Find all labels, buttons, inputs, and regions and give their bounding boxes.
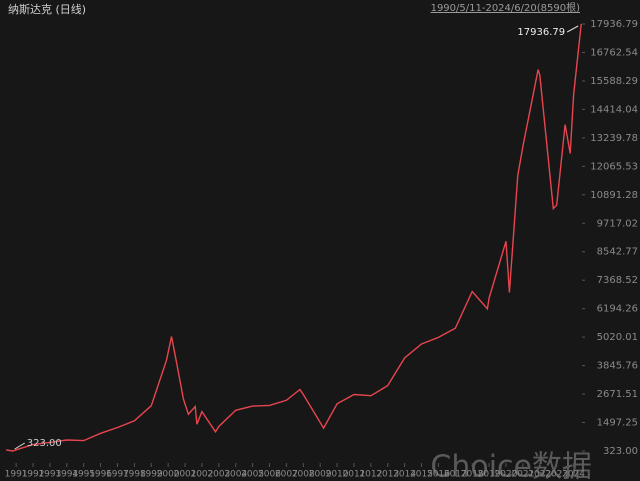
y-tick-label: 12065.53 [590,161,638,172]
x-tick-label: 2019 [478,470,501,480]
x-tick-label: 2005 [241,470,264,480]
x-tick-label: 2011 [343,470,366,480]
x-tick-label: 2018 [461,470,484,480]
x-tick-label: 2010 [326,470,349,480]
date-range[interactable]: 1990/5/11-2024/6/20(8590根) [431,1,581,14]
y-tick-label: 17936.79 [590,19,638,30]
x-tick-label: 2024 [562,470,585,480]
y-tick-label: 323.00 [603,446,638,457]
x-tick-label: 1991 [5,470,28,480]
x-tick-label: 1995 [72,470,95,480]
x-tick-label: 1993 [38,470,61,480]
y-tick-label: 2671.51 [597,389,638,400]
x-tick-label: 2009 [309,470,332,480]
x-tick-label: 1997 [106,470,129,480]
x-tick-label: 2020 [495,470,518,480]
x-tick-label: 2014 [393,470,416,480]
y-tick-label: 14414.04 [590,104,638,115]
x-tick-label: 2015 [410,470,433,480]
x-tick-label: 2007 [275,470,298,480]
x-tick-label: 2006 [258,470,281,480]
y-tick-label: 6194.26 [597,304,638,315]
max-annotation: 17936.79 [517,27,565,38]
y-tick-label: 8542.77 [597,247,638,258]
x-tick-label: 1998 [123,470,146,480]
x-tick-label: 2002 [190,470,213,480]
y-tick-label: 3845.76 [597,361,638,372]
price-line [5,23,582,452]
x-tick-label: 2013 [376,470,399,480]
x-tick-label: 1996 [89,470,112,480]
y-tick-label: 7368.52 [597,275,638,286]
x-tick-label: 2017 [444,470,467,480]
x-tick-label: 2001 [174,470,197,480]
x-tick-label: 2023 [545,470,568,480]
x-tick-label: 2022 [528,470,551,480]
x-tick-label: 1994 [55,470,78,480]
x-tick-label: 2021 [511,470,534,480]
watermark: Choice数据 [430,450,592,481]
y-tick-label: 10891.28 [590,190,638,201]
y-tick-label: 13239.78 [590,133,638,144]
y-tick-label: 16762.54 [590,47,638,58]
x-tick-label: 2016 [427,470,450,480]
min-pointer [14,442,26,450]
x-tick-label: 1999 [140,470,163,480]
x-tick-label: 2012 [359,470,382,480]
x-tick-label: 2004 [224,470,247,480]
y-tick-label: 9717.02 [597,218,638,229]
x-tick-label: 2008 [292,470,315,480]
min-annotation: 323.00 [27,438,62,449]
x-tick-label: 1992 [22,470,45,480]
max-pointer [566,25,579,33]
x-tick-label: 2000 [157,470,180,480]
chart-title: 纳斯达克 (日线) [8,2,86,16]
y-tick-label: 15588.29 [590,76,638,87]
x-tick-label: 2003 [207,470,230,480]
y-tick-label: 1497.25 [597,418,638,429]
y-tick-label: 5020.01 [597,332,638,343]
